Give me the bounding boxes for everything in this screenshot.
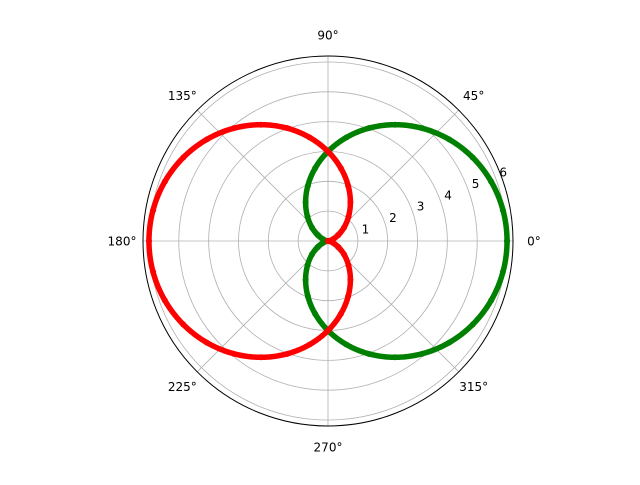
data-point: [309, 251, 315, 258]
data-point: [392, 121, 399, 128]
data-point: [325, 238, 331, 244]
r-tick-label: 5: [472, 177, 480, 191]
frame-layer: [142, 55, 514, 427]
data-point: [150, 207, 157, 214]
data-point: [345, 182, 352, 189]
data-point: [306, 341, 313, 348]
data-point: [304, 293, 311, 300]
data-point: [366, 125, 373, 131]
theta-tick-label: 90°: [317, 29, 338, 43]
data-point: [304, 213, 311, 220]
data-point: [230, 125, 237, 132]
data-point: [504, 238, 511, 244]
data-point: [145, 238, 152, 244]
data-point: [337, 165, 344, 172]
data-point: [302, 199, 309, 206]
data-point: [469, 154, 476, 161]
theta-tick-label: 180°: [108, 235, 137, 249]
data-point: [499, 268, 506, 275]
polar-frame: [142, 55, 514, 427]
data-point: [257, 121, 264, 128]
data-point: [312, 165, 319, 172]
label-layer: 1 2 3 4 5 6 0° 45° 90° 135° 180° 225° 270° 315°: [108, 29, 541, 455]
data-point: [230, 350, 237, 357]
data-point: [203, 339, 210, 346]
data-point: [419, 350, 426, 357]
theta-tick-label: 135°: [168, 89, 197, 103]
data-point: [314, 232, 321, 239]
r-tick-label: 4: [444, 188, 452, 202]
data-point: [343, 341, 350, 348]
data-point: [304, 182, 311, 189]
data-point: [312, 310, 319, 317]
data-point: [283, 351, 290, 357]
theta-tick-label: 315°: [459, 380, 488, 394]
series-1: [145, 121, 354, 361]
r-tick-label: 2: [389, 211, 397, 225]
data-point: [488, 297, 495, 304]
data-point: [488, 178, 495, 185]
theta-tick-label: 270°: [314, 441, 343, 455]
data-point: [283, 125, 290, 131]
data-point: [347, 276, 354, 283]
data-point: [150, 268, 157, 275]
data-point: [335, 232, 342, 239]
data-point: [161, 178, 168, 185]
data-point: [366, 351, 373, 357]
theta-tick-label: 45°: [463, 89, 484, 103]
data-point: [304, 262, 311, 269]
data-point: [306, 134, 313, 141]
data-point: [161, 297, 168, 304]
data-point: [203, 136, 210, 143]
data-point: [446, 339, 453, 346]
data-point: [319, 239, 326, 246]
data-point: [309, 224, 315, 231]
data-point: [180, 321, 187, 328]
data-point: [335, 243, 342, 250]
r-tick-label: 3: [417, 200, 425, 214]
data-point: [341, 251, 347, 258]
data-point: [392, 354, 399, 361]
data-point: [341, 224, 347, 231]
data-point: [302, 276, 309, 283]
data-point: [345, 262, 352, 269]
data-point: [337, 310, 344, 317]
data-point: [469, 321, 476, 328]
data-point: [343, 134, 350, 141]
data-point: [446, 136, 453, 143]
data-point: [325, 327, 331, 334]
theta-tick-label: 225°: [168, 380, 197, 394]
data-point: [347, 199, 354, 206]
data-point: [325, 148, 331, 155]
data-point: [345, 293, 352, 300]
theta-tick-label: 0°: [527, 235, 541, 249]
data-point: [499, 207, 506, 214]
r-tick-label: 1: [362, 223, 370, 237]
r-tick-label: 6: [499, 166, 507, 180]
data-point: [180, 154, 187, 161]
series-layer: [145, 121, 511, 361]
data-point: [314, 243, 321, 250]
data-point: [345, 213, 352, 220]
data-point: [257, 354, 264, 361]
data-point: [419, 125, 426, 132]
